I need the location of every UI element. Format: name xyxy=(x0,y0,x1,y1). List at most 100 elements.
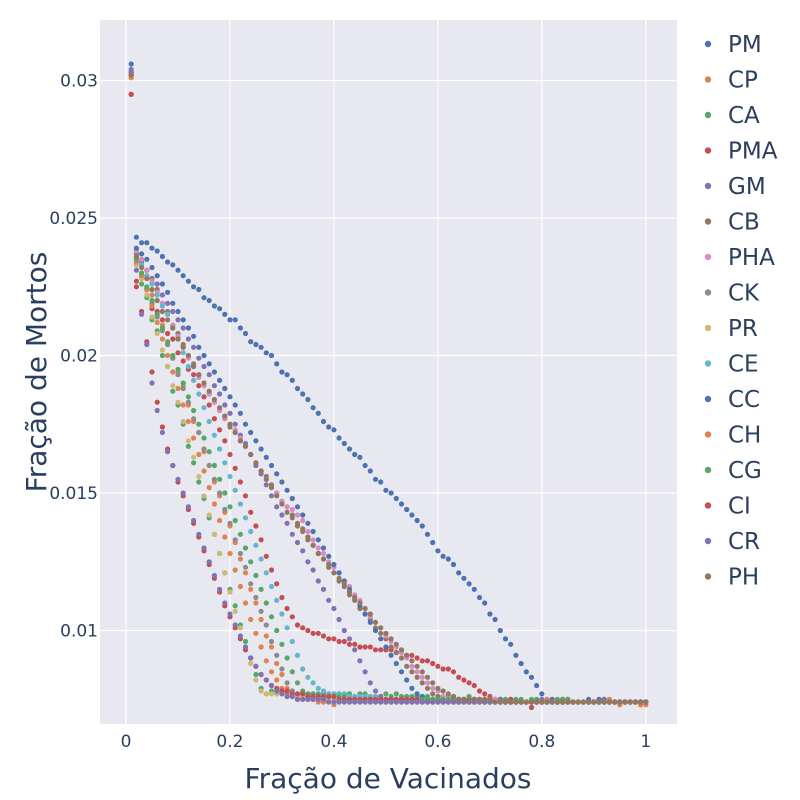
data-point xyxy=(222,490,228,496)
data-point xyxy=(133,234,139,240)
data-point xyxy=(310,567,316,573)
data-point xyxy=(139,256,145,262)
data-point xyxy=(211,531,217,537)
data-point xyxy=(300,512,306,518)
legend-item[interactable]: PMA xyxy=(704,139,778,165)
data-point xyxy=(315,550,321,557)
legend-label: CR xyxy=(728,529,760,555)
data-point xyxy=(139,264,145,271)
data-point xyxy=(440,699,446,705)
data-point xyxy=(258,468,264,474)
data-point xyxy=(191,284,197,290)
data-point xyxy=(487,696,493,702)
data-point xyxy=(149,314,155,320)
data-point xyxy=(211,369,217,375)
data-point xyxy=(627,699,633,705)
data-point xyxy=(185,325,191,331)
data-point xyxy=(185,443,191,449)
data-point xyxy=(383,699,389,705)
data-point xyxy=(242,421,249,427)
data-point xyxy=(159,253,165,260)
legend-item[interactable]: CI xyxy=(704,494,751,520)
data-point xyxy=(456,674,462,680)
data-point xyxy=(242,330,249,337)
data-point xyxy=(191,454,197,460)
legend-item[interactable]: PR xyxy=(704,316,758,342)
data-point xyxy=(320,550,327,557)
data-point xyxy=(289,669,295,675)
data-point xyxy=(211,396,217,403)
data-point xyxy=(284,504,290,510)
legend-item[interactable]: CP xyxy=(704,68,758,94)
data-point xyxy=(217,405,223,411)
legend-item[interactable]: PHA xyxy=(704,245,775,271)
legend-item[interactable]: CR xyxy=(704,529,760,555)
data-point xyxy=(144,341,150,348)
data-point xyxy=(237,583,243,590)
data-point xyxy=(294,680,301,686)
legend-marker xyxy=(704,289,712,296)
data-point xyxy=(206,484,212,491)
legend-label: CH xyxy=(728,423,761,449)
data-point xyxy=(248,581,254,587)
legend-marker xyxy=(704,218,712,225)
data-point xyxy=(383,691,389,697)
legend-marker xyxy=(704,573,712,580)
data-point xyxy=(279,369,285,375)
data-point xyxy=(201,363,207,370)
data-point xyxy=(294,504,301,510)
data-point xyxy=(159,352,165,359)
data-point xyxy=(357,699,363,705)
data-point xyxy=(430,699,436,705)
data-point xyxy=(539,699,545,705)
legend-item[interactable]: CE xyxy=(704,352,759,378)
data-point xyxy=(414,691,420,697)
data-point xyxy=(222,402,228,408)
data-point xyxy=(222,600,228,606)
data-point xyxy=(196,451,202,458)
legend-item[interactable]: CH xyxy=(704,423,762,449)
legend-item[interactable]: PM xyxy=(704,32,762,58)
data-point xyxy=(450,693,457,700)
data-point xyxy=(227,589,233,595)
data-point xyxy=(253,663,259,669)
data-point xyxy=(388,699,394,705)
data-point xyxy=(232,317,238,323)
data-point xyxy=(284,372,290,378)
data-point xyxy=(201,468,207,474)
data-point xyxy=(315,578,321,584)
data-point xyxy=(544,699,550,705)
data-point xyxy=(310,630,316,636)
legend-item[interactable]: CG xyxy=(704,458,762,484)
data-point xyxy=(128,72,134,78)
legend-item[interactable]: CK xyxy=(704,281,760,307)
legend-item[interactable]: PH xyxy=(704,565,759,591)
data-point xyxy=(300,548,306,554)
data-point xyxy=(242,515,249,521)
data-point xyxy=(294,539,301,546)
data-point xyxy=(419,523,425,529)
legend-item[interactable]: CC xyxy=(704,387,760,413)
data-point xyxy=(310,537,316,543)
data-point xyxy=(201,352,207,359)
data-point xyxy=(326,699,332,705)
data-point xyxy=(185,399,191,405)
data-point xyxy=(180,385,186,392)
data-point xyxy=(440,666,446,672)
y-tick-label: 0.01 xyxy=(60,622,98,642)
data-point xyxy=(456,696,462,702)
legend-label: CC xyxy=(728,387,760,413)
data-point xyxy=(191,407,197,414)
legend-item[interactable]: CB xyxy=(704,210,760,236)
legend-item[interactable]: CA xyxy=(704,103,760,129)
data-point xyxy=(191,363,197,370)
data-point xyxy=(175,372,181,378)
data-point xyxy=(315,685,321,691)
data-point xyxy=(227,451,233,458)
data-point xyxy=(528,674,535,680)
data-point xyxy=(263,677,269,683)
data-point xyxy=(326,636,332,642)
legend-item[interactable]: GM xyxy=(704,174,766,200)
data-point xyxy=(144,256,150,262)
